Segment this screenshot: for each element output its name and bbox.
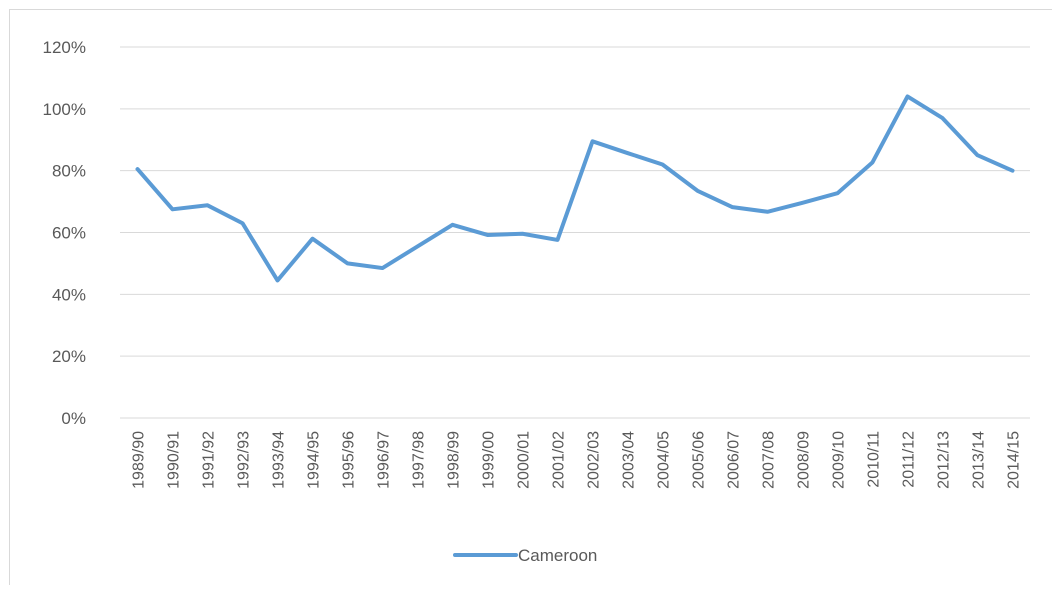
y-tick-label: 100% — [43, 100, 86, 119]
x-tick-label: 1994/95 — [306, 431, 323, 489]
x-tick-label: 1996/97 — [376, 431, 393, 489]
x-tick-label: 2001/02 — [551, 431, 568, 489]
x-tick-label: 2013/14 — [971, 431, 988, 489]
y-axis-tick-labels: 0% 20% 40% 60% 80% 100% 120% — [43, 38, 86, 428]
line-chart: 0% 20% 40% 60% 80% 100% 120% 1989/90 1990/91 199… — [10, 10, 1053, 586]
x-tick-label: 1990/91 — [166, 431, 183, 489]
series-lines — [137, 96, 1012, 280]
x-tick-label: 1989/90 — [131, 431, 148, 489]
y-tick-label: 40% — [52, 285, 86, 304]
y-tick-label: 20% — [52, 347, 86, 366]
x-tick-label: 2014/15 — [1006, 431, 1023, 489]
legend-label: Cameroon — [518, 546, 597, 565]
x-tick-label: 2007/08 — [761, 431, 778, 489]
y-tick-label: 80% — [52, 162, 86, 181]
x-tick-label: 2010/11 — [866, 431, 883, 488]
x-tick-label: 2006/07 — [726, 431, 743, 489]
x-tick-label: 2004/05 — [656, 431, 673, 489]
x-tick-label: 1997/98 — [411, 431, 428, 489]
x-tick-label: 2009/10 — [831, 431, 848, 489]
y-tick-label: 60% — [52, 224, 86, 243]
x-tick-label: 1992/93 — [236, 431, 253, 489]
x-tick-label: 2012/13 — [936, 431, 953, 489]
gridlines — [120, 47, 1030, 418]
x-tick-label: 1993/94 — [271, 431, 288, 489]
x-tick-label: 1999/00 — [481, 431, 498, 489]
x-tick-label: 2003/04 — [621, 431, 638, 489]
x-tick-label: 1991/92 — [201, 431, 218, 489]
chart-frame: 0% 20% 40% 60% 80% 100% 120% 1989/90 1990/91 199… — [9, 9, 1052, 585]
y-tick-label: 0% — [61, 409, 86, 428]
y-tick-label: 120% — [43, 38, 86, 57]
x-tick-label: 2002/03 — [586, 431, 603, 489]
x-axis-tick-labels: 1989/90 1990/91 1991/92 1992/93 1993/94 1994/… — [131, 431, 1023, 489]
x-tick-label: 1998/99 — [446, 431, 463, 489]
x-tick-label: 2008/09 — [796, 431, 813, 489]
x-tick-label: 1995/96 — [341, 431, 358, 489]
legend: Cameroon — [455, 546, 597, 565]
x-tick-label: 2000/01 — [516, 431, 533, 489]
x-tick-label: 2011/12 — [901, 431, 918, 488]
series-line-cameroon — [138, 96, 1013, 280]
x-tick-label: 2005/06 — [691, 431, 708, 489]
